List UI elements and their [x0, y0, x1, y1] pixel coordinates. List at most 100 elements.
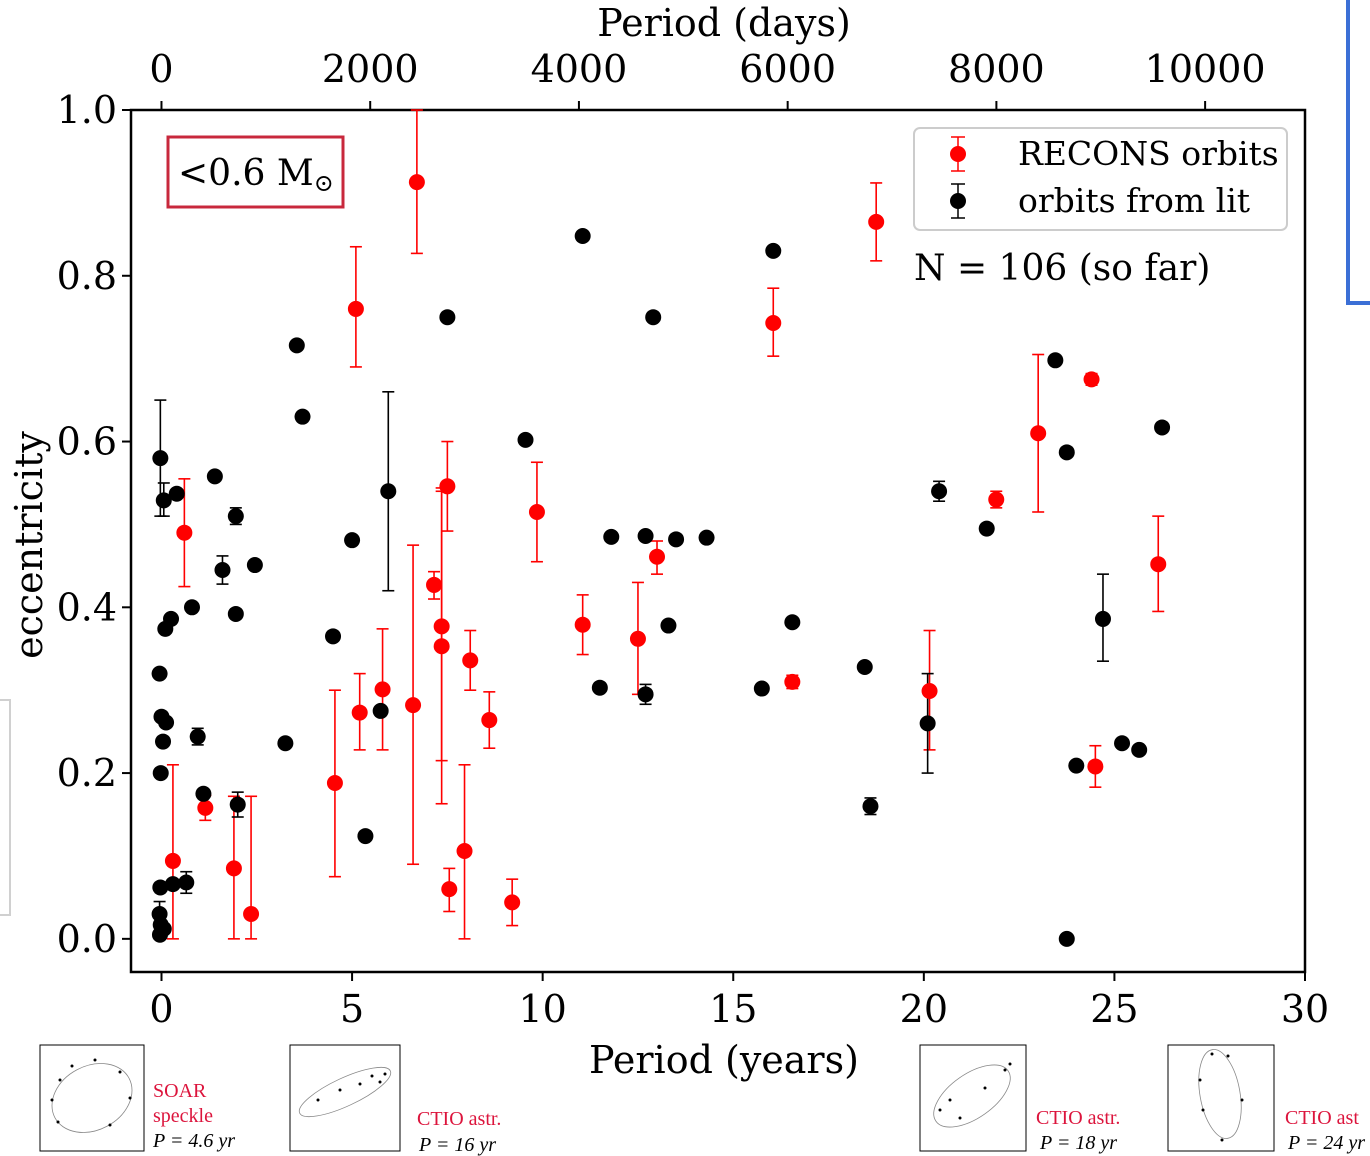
lit-point — [1058, 444, 1075, 461]
y-tick-label: 0.0 — [57, 917, 117, 961]
lit-point — [288, 337, 305, 354]
lit-point — [151, 665, 168, 682]
lit-point — [178, 874, 195, 891]
lit-point — [1154, 419, 1171, 436]
thumbnail-ctio-16 — [289, 1044, 401, 1152]
x-tick-label: 0 — [149, 987, 173, 1031]
lit-point — [919, 715, 936, 732]
x-tick-label: 30 — [1281, 987, 1329, 1031]
lit-point — [357, 828, 374, 845]
y-tick-label: 0.4 — [57, 585, 117, 629]
lit-point — [158, 714, 175, 731]
lit-point — [753, 680, 770, 697]
thumb3-method: CTIO astr. — [1036, 1107, 1120, 1129]
lit-point — [152, 450, 169, 467]
lit-point — [765, 242, 782, 259]
lit-point — [325, 628, 342, 645]
x-tick-label: 10 — [518, 987, 566, 1031]
y-tick-label: 0.6 — [57, 420, 117, 464]
mass-label-text: <0.6 M — [178, 153, 314, 194]
lit-point — [246, 557, 263, 574]
thumb2-method: CTIO astr. — [417, 1108, 501, 1130]
recons-point — [504, 894, 521, 911]
y-axis-title: eccentricity — [7, 431, 51, 659]
recons-point — [176, 524, 193, 541]
lit-point — [152, 765, 169, 782]
recons-point — [528, 503, 545, 520]
lit-point — [163, 610, 180, 627]
lit-point — [637, 528, 654, 545]
legend-label-recons: RECONS orbits — [1018, 134, 1279, 173]
top-x-tick-label: 4000 — [531, 47, 628, 91]
recons-point — [197, 799, 214, 816]
recons-point — [405, 697, 422, 714]
plot-frame — [129, 108, 1307, 974]
lit-point — [660, 617, 677, 634]
lit-point — [372, 702, 389, 719]
lit-point — [1047, 352, 1064, 369]
lit-point — [645, 309, 662, 326]
sample-size-annotation: N = 106 (so far) — [914, 248, 1210, 289]
lit-point — [152, 879, 169, 896]
recons-point — [441, 881, 458, 898]
y-tick-label: 0.2 — [57, 751, 117, 795]
recons-point — [426, 576, 443, 593]
lit-point — [931, 483, 948, 500]
lit-point — [380, 483, 397, 500]
top-x-tick-label: 6000 — [739, 47, 836, 91]
lit-point — [151, 926, 168, 943]
data-points — [151, 174, 1171, 947]
lit-point — [856, 658, 873, 675]
recons-point — [462, 652, 479, 669]
thumb1-method-line1: SOAR — [153, 1080, 207, 1102]
legend-label-lit: orbits from lit — [1018, 181, 1250, 220]
thumbnail-ctio-18 — [919, 1044, 1027, 1152]
lit-point — [1114, 735, 1131, 752]
lit-point — [698, 529, 715, 546]
recons-point — [374, 681, 391, 698]
recons-point — [988, 491, 1005, 508]
lit-point — [344, 532, 361, 549]
lit-point — [603, 528, 620, 545]
recons-point — [456, 842, 473, 859]
lit-point — [294, 408, 311, 425]
recons-point — [574, 616, 591, 633]
lit-point — [227, 605, 244, 622]
side-panel-border-gray — [0, 699, 11, 916]
side-panel-border-blue — [1346, 0, 1370, 305]
recons-point — [629, 630, 646, 647]
top-x-axis-title: Period (days) — [597, 1, 851, 45]
mass-label-box — [166, 135, 345, 209]
x-tick-label: 15 — [709, 987, 757, 1031]
lit-point — [862, 798, 879, 815]
recons-point — [481, 712, 498, 729]
thumb1-method-line2: speckle — [153, 1105, 213, 1127]
lit-point — [206, 468, 223, 485]
top-x-tick-label: 10000 — [1145, 47, 1266, 91]
recons-point — [225, 860, 242, 877]
lit-point — [978, 520, 995, 537]
recons-point — [649, 548, 666, 565]
lit-point — [214, 562, 231, 579]
axis-ticks: 0 5 10 15 20 25 30 0.0 0.2 0.4 0.6 0.8 1.0 0 2000 4000 6… — [57, 47, 1330, 1031]
lit-point — [1131, 741, 1148, 758]
top-x-tick-label: 2000 — [322, 47, 419, 91]
x-tick-label: 25 — [1090, 987, 1138, 1031]
error-bars — [153, 109, 1165, 940]
recons-point — [921, 683, 938, 700]
recons-point — [326, 775, 343, 792]
recons-point — [439, 478, 456, 495]
recons-point — [408, 174, 425, 191]
x-tick-label: 20 — [900, 987, 948, 1031]
lit-point — [784, 614, 801, 631]
recons-point — [1030, 425, 1047, 442]
recons-point — [351, 704, 368, 721]
lit-point — [591, 679, 608, 696]
solar-symbol: ⊙ — [314, 169, 334, 197]
thumbnail-soar — [39, 1044, 145, 1152]
recons-point — [164, 852, 181, 869]
thumbnail-ctio-24 — [1167, 1044, 1275, 1152]
top-x-tick-label: 8000 — [948, 47, 1045, 91]
legend-marker-lit — [950, 183, 966, 219]
